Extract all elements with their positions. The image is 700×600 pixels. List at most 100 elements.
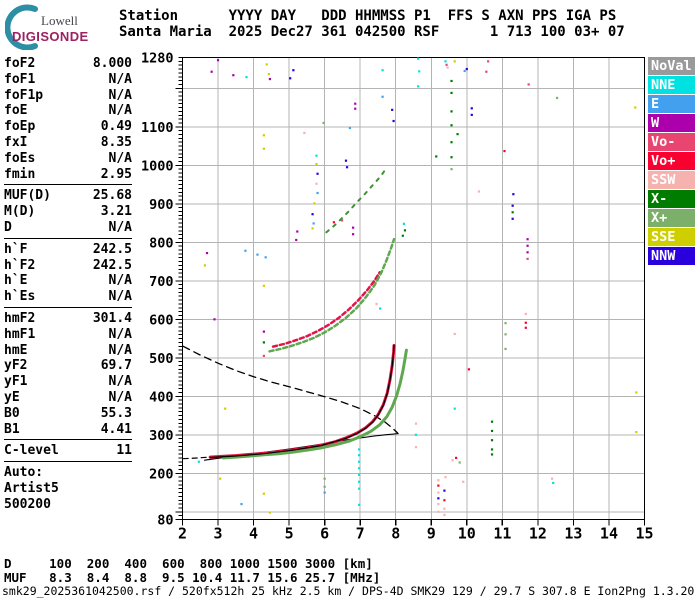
legend-item-x-: X-: [648, 190, 695, 208]
echo-speck: [490, 439, 494, 442]
echo-speck: [490, 448, 494, 451]
param-label: h`Es: [4, 289, 36, 305]
echo-speck: [268, 511, 272, 514]
echo-speck: [455, 456, 458, 459]
param-row: B0 55.3: [4, 406, 132, 422]
panel-divider: [4, 237, 132, 239]
legend-item-noval: NoVal: [648, 57, 695, 75]
transmission-curve-lower-dashed: [182, 456, 210, 460]
echo-speck: [340, 219, 344, 222]
param-row: MUF(D) 25.68: [4, 188, 132, 204]
y-axis-label: 700: [149, 274, 173, 290]
echo-speck: [295, 238, 298, 242]
echo-speck: [322, 121, 325, 125]
y-axis-label: 80: [157, 513, 173, 529]
logo-text-lowell: Lowell: [41, 13, 78, 28]
lowell-digisonde-logo: Lowell DIGISONDE: [5, 4, 117, 50]
param-row: foF1 N/A: [4, 72, 132, 88]
y-axis-label: 400: [149, 389, 173, 405]
echo-speck: [245, 76, 248, 79]
echo-speck: [511, 204, 514, 207]
echo-speck: [465, 67, 468, 71]
echo-speck: [485, 70, 488, 73]
param-row: C-level 11: [4, 443, 132, 459]
param-value: N/A: [108, 150, 132, 166]
echo-speck: [358, 480, 361, 483]
x-axis-label: 2: [178, 525, 187, 543]
echo-speck: [267, 72, 270, 76]
3f-fragments: [325, 168, 387, 234]
x-axis-label: 6: [320, 525, 329, 543]
legend-item-x+: X+: [648, 209, 695, 227]
echo-speck: [524, 321, 527, 324]
echo-speck: [470, 113, 473, 116]
echo-speck: [487, 60, 490, 63]
echo-speck: [490, 453, 494, 456]
echo-speck: [504, 333, 507, 336]
echo-speck: [634, 106, 637, 109]
echo-speck: [526, 244, 529, 247]
echo-speck: [213, 318, 216, 321]
param-row: h`Es N/A: [4, 289, 132, 305]
echo-speck: [401, 234, 404, 237]
param-row: foF1p N/A: [4, 88, 132, 104]
echo-speck: [348, 126, 351, 130]
echo-speck: [262, 492, 265, 495]
param-value: N/A: [108, 374, 132, 390]
echo-speck: [316, 191, 319, 195]
param-label: foE: [4, 103, 28, 119]
echo-speck: [526, 257, 529, 260]
x-axis-label: 8: [391, 525, 400, 543]
param-label: hmE: [4, 342, 28, 358]
param-label: fmin: [4, 166, 36, 182]
echo-speck: [552, 481, 555, 485]
logo-arc-icon: [5, 4, 38, 50]
muf-transmission-curve-dashed: [182, 345, 399, 434]
echo-speck: [453, 407, 456, 410]
echo-speck: [417, 57, 420, 60]
f2-o-trace: [208, 344, 396, 459]
param-value: N/A: [108, 289, 132, 305]
echo-speck: [312, 222, 315, 225]
echo-speck: [435, 155, 438, 158]
param-label: foF1p: [4, 87, 44, 103]
echo-speck: [417, 85, 420, 88]
param-row: yE N/A: [4, 390, 132, 406]
echo-speck: [551, 477, 554, 480]
param-value: 2.95: [100, 166, 132, 182]
y-axis-label: 1280: [141, 51, 174, 67]
echo-speck: [524, 312, 527, 316]
echo-speck: [451, 459, 454, 462]
echo-speck: [323, 491, 326, 494]
echo-speck: [303, 131, 306, 135]
autoscaling-info-line: Auto:: [4, 465, 44, 481]
legend-item-w: W: [648, 114, 695, 132]
echo-speck: [463, 69, 466, 73]
param-label: hmF2: [4, 310, 36, 326]
echo-speck: [262, 147, 265, 150]
status-line: smk29_2025361042500.rsf / 520fx512h 25 k…: [2, 584, 695, 598]
param-value: 3.21: [100, 204, 132, 220]
echo-speck: [358, 460, 361, 463]
echo-speck: [392, 119, 395, 123]
x-axis-label: 5: [285, 525, 294, 543]
echo-speck: [375, 302, 378, 305]
legend-item-nnw: NNW: [648, 247, 695, 265]
panel-divider: [4, 439, 132, 441]
echo-speck: [210, 70, 213, 73]
echo-speck: [443, 513, 446, 516]
echo-speck: [351, 233, 355, 236]
param-label: C-level: [4, 443, 59, 459]
param-value: 69.7: [100, 358, 132, 374]
echo-speck: [358, 454, 361, 457]
echo-speck: [444, 60, 447, 63]
echo-speck: [205, 251, 209, 255]
echo-speck: [403, 229, 407, 232]
param-value: 11: [116, 443, 132, 459]
echo-speck: [296, 230, 299, 233]
param-row: h`F2 242.5: [4, 258, 132, 274]
x-axis-label: 4: [249, 525, 258, 543]
echo-speck: [437, 491, 440, 494]
y-axis-label: 800: [149, 235, 173, 251]
echo-speck: [450, 91, 453, 95]
